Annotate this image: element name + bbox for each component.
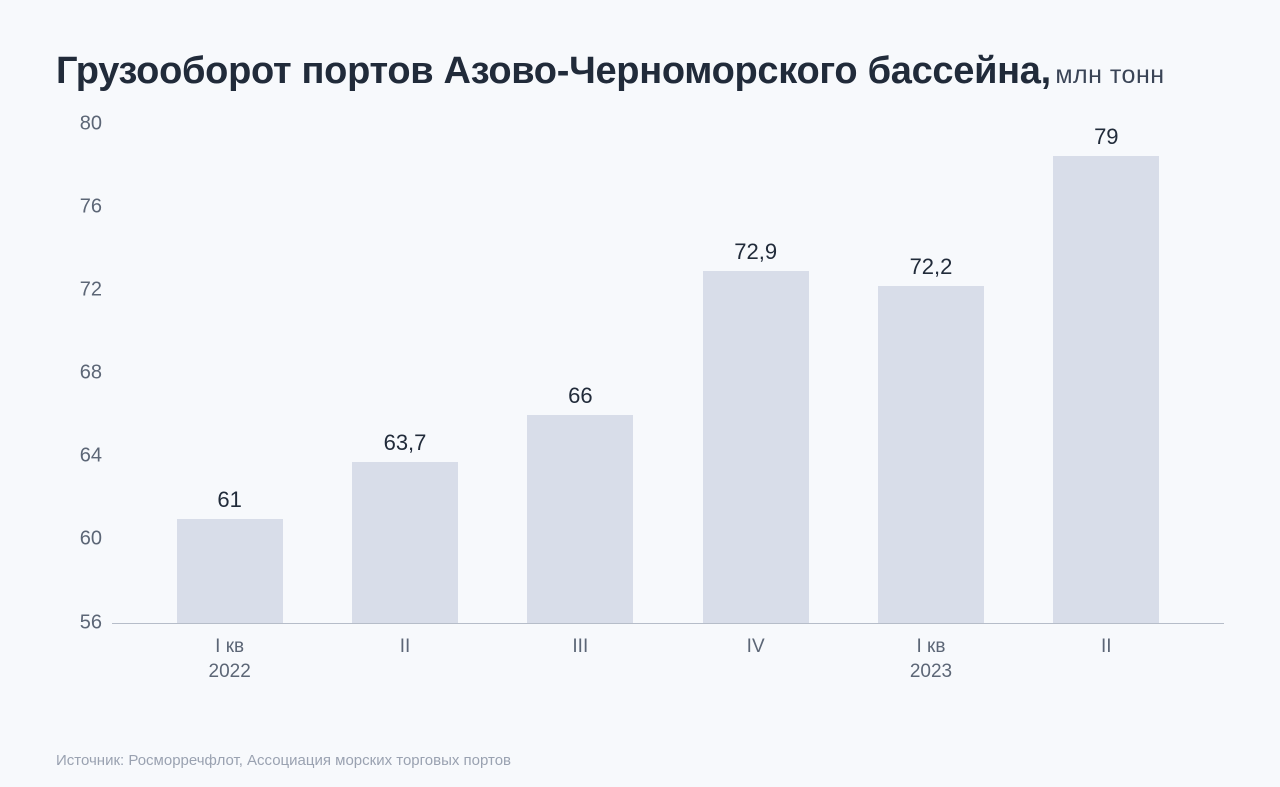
bar-slot: 63,7 [317, 124, 492, 623]
bar-value-label: 66 [568, 383, 592, 409]
x-axis-label: IV [668, 624, 843, 684]
y-axis-tick: 64 [56, 445, 102, 468]
bar [878, 286, 984, 623]
bar-slot: 61 [142, 124, 317, 623]
bar-slot: 66 [493, 124, 668, 623]
chart-source: Источник: Росморречфлот, Ассоциация морс… [56, 752, 511, 769]
chart-title: Грузооборот портов Азово-Черноморского б… [56, 50, 1051, 92]
x-axis-label: II [317, 624, 492, 684]
x-axis-year: 2023 [843, 659, 1018, 685]
bar-chart: 6163,76672,972,279 56606468727680 I кв20… [56, 124, 1224, 684]
y-axis-tick: 72 [56, 278, 102, 301]
bar-slot: 72,2 [843, 124, 1018, 623]
x-axis-label: I кв2022 [142, 624, 317, 684]
chart-x-axis: I кв2022IIIIIIVI кв2023II [112, 624, 1224, 684]
x-axis-label: I кв2023 [843, 624, 1018, 684]
x-axis-label-text: I кв [215, 636, 244, 657]
x-axis-label: III [493, 624, 668, 684]
chart-unit: млн тонн [1055, 61, 1164, 89]
x-axis-label-text: II [400, 636, 411, 657]
bar [177, 519, 283, 623]
bar [527, 415, 633, 623]
chart-bars-container: 61 63,7 66 72,9 72,2 79 [112, 124, 1224, 623]
x-axis-label-text: I кв [916, 636, 945, 657]
chart-title-block: Грузооборот портов Азово-Черноморского б… [56, 48, 1224, 96]
bar [703, 271, 809, 622]
y-axis-tick: 76 [56, 195, 102, 218]
bar-slot: 79 [1019, 124, 1194, 623]
y-axis-tick: 68 [56, 362, 102, 385]
bar [1053, 156, 1159, 623]
y-axis-tick: 56 [56, 611, 102, 634]
bar-value-label: 79 [1094, 124, 1118, 150]
x-axis-label-text: III [572, 636, 588, 657]
bar-value-label: 72,2 [910, 254, 953, 280]
bar-value-label: 63,7 [384, 430, 427, 456]
y-axis-tick: 60 [56, 528, 102, 551]
y-axis-tick: 80 [56, 112, 102, 135]
x-axis-label-text: IV [747, 636, 765, 657]
x-axis-label: II [1019, 624, 1194, 684]
chart-plot-area: 6163,76672,972,279 56606468727680 [112, 124, 1224, 624]
bar-slot: 72,9 [668, 124, 843, 623]
bar [352, 462, 458, 622]
bar-value-label: 61 [217, 487, 241, 513]
bar-value-label: 72,9 [734, 239, 777, 265]
x-axis-label-text: II [1101, 636, 1112, 657]
x-axis-year: 2022 [142, 659, 317, 685]
